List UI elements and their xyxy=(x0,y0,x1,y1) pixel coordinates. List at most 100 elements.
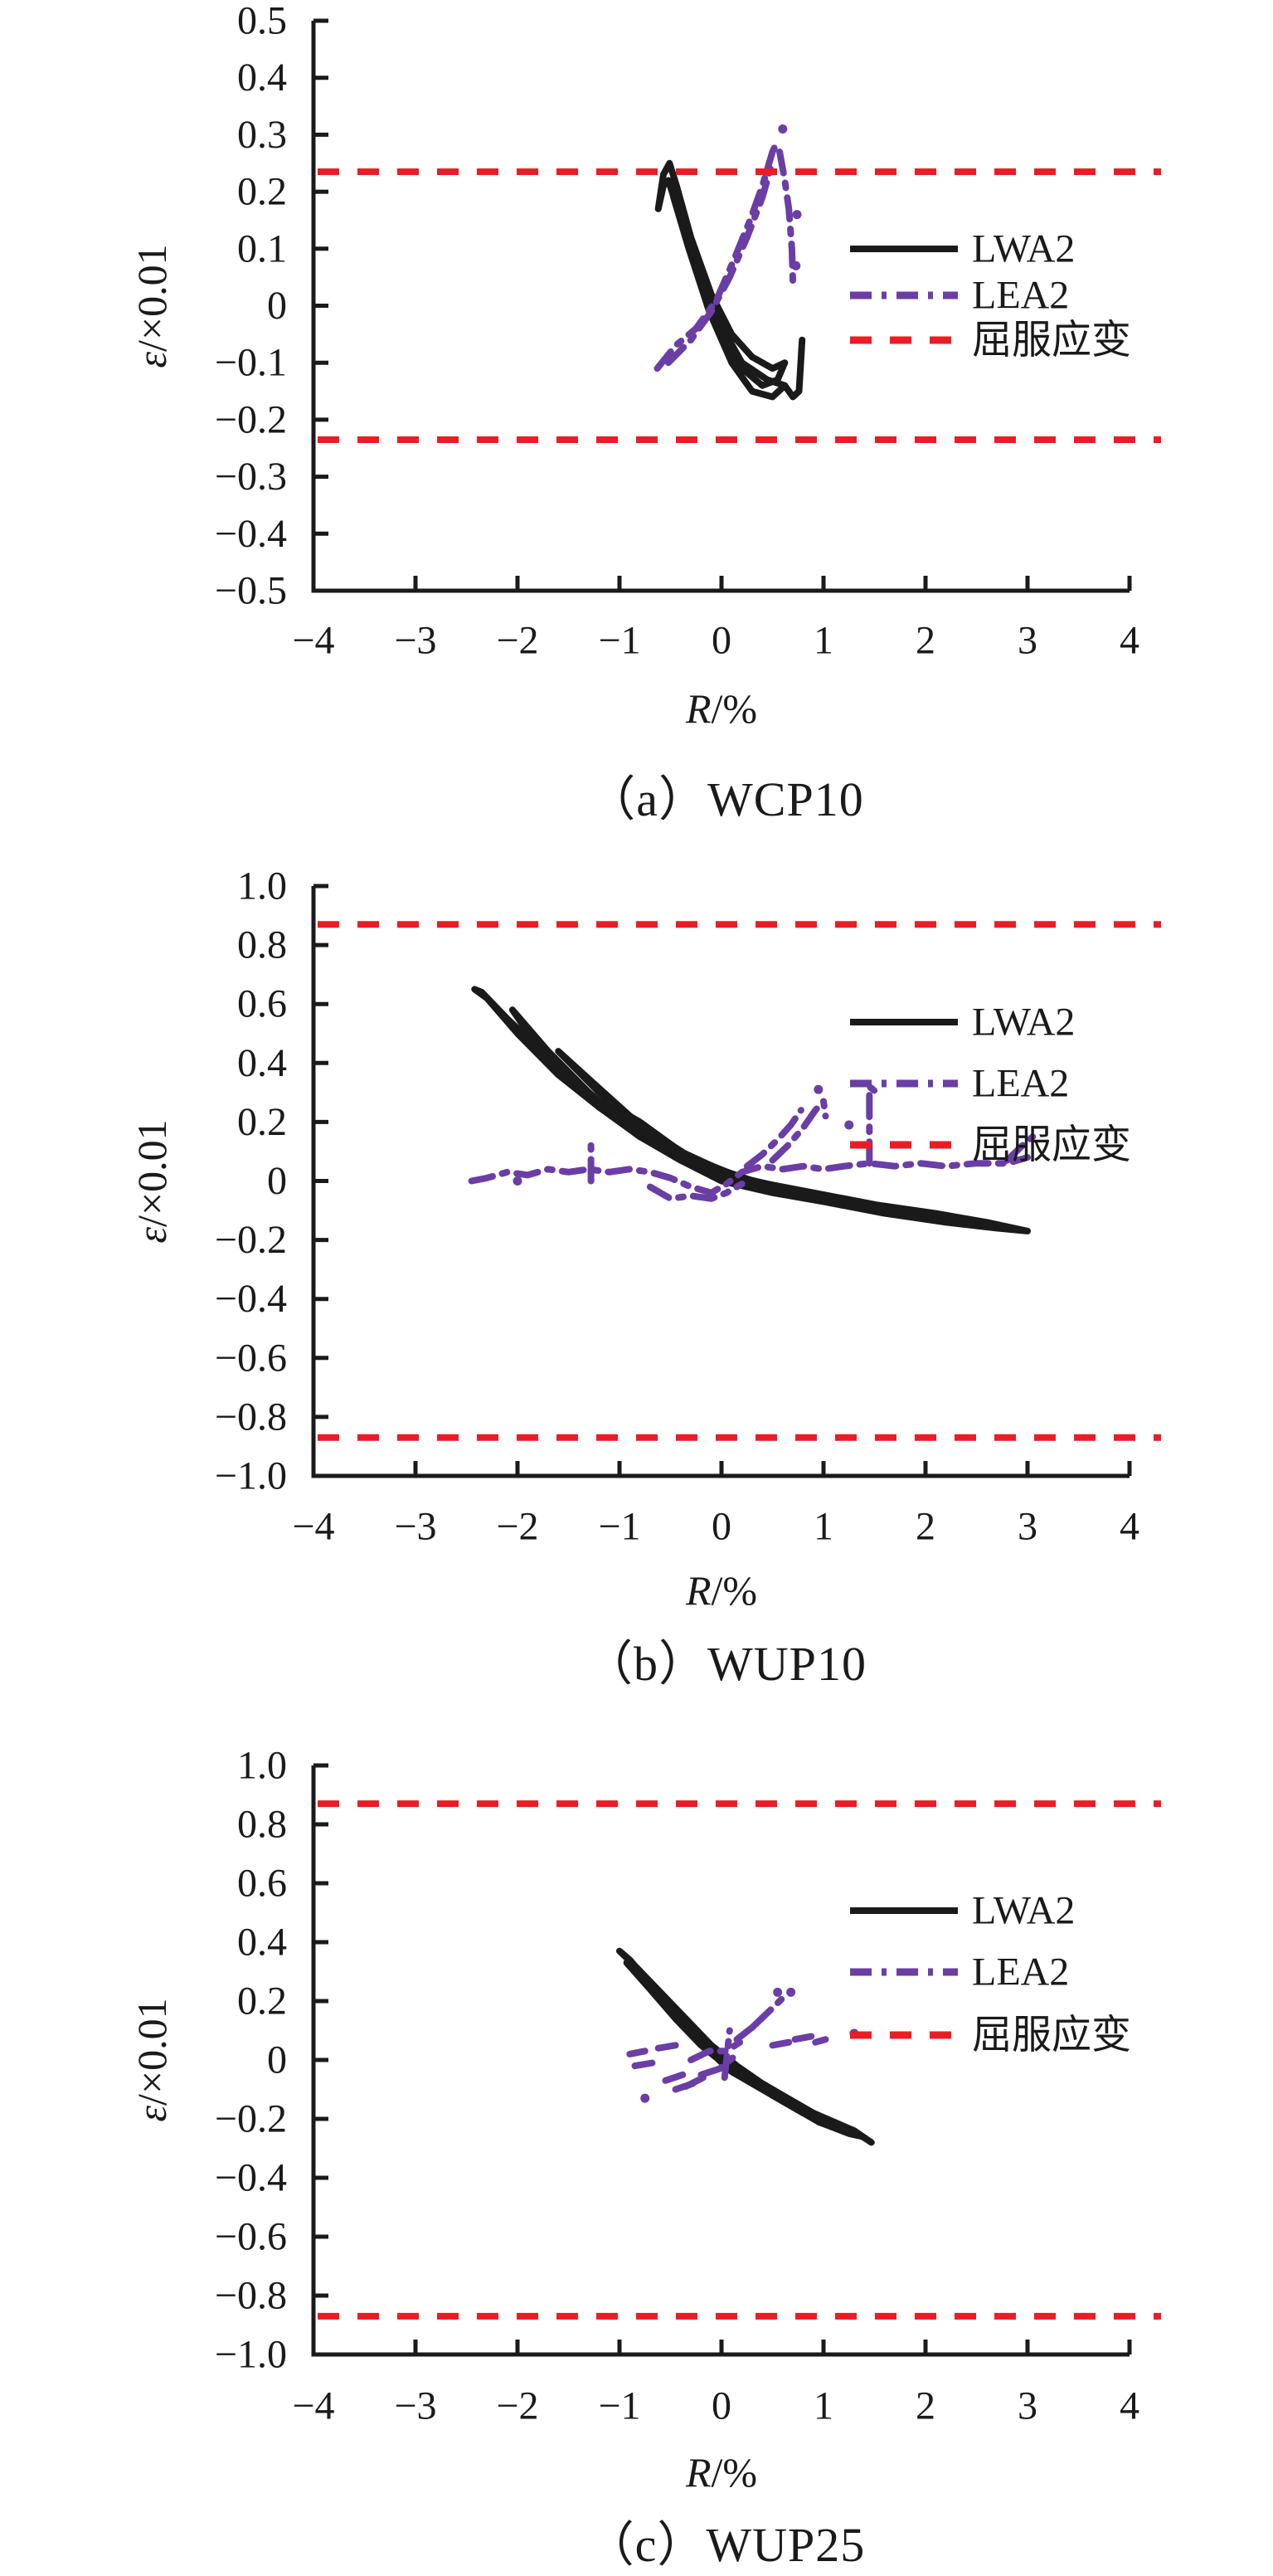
ylabel-epsilon: ε xyxy=(129,351,175,368)
series-dot xyxy=(791,261,801,270)
y-tick-label: −0.6 xyxy=(215,2215,287,2259)
x-axis-label-b: R/% xyxy=(686,1566,757,1614)
y-tick-label: −0.2 xyxy=(215,1218,287,1262)
x-axis-label-c: R/% xyxy=(686,2448,757,2496)
y-tick-label: −0.4 xyxy=(215,512,287,556)
x-tick-label: −2 xyxy=(496,2384,538,2428)
y-tick-label: 0.4 xyxy=(237,1041,287,1085)
y-tick-label: 0.6 xyxy=(237,1862,287,1906)
x-tick-label: −3 xyxy=(394,619,436,663)
x-tick-label: −4 xyxy=(292,1505,334,1549)
ylabel-scale: /×0.01 xyxy=(129,244,175,352)
xlabel-r: R xyxy=(685,685,712,732)
y-axis-label-b: ε/×0.01 xyxy=(128,1119,176,1243)
x-tick-label: −3 xyxy=(394,2384,436,2428)
series-lea2 xyxy=(812,2036,829,2046)
x-tick-label: 4 xyxy=(1120,1505,1139,1549)
series-lwa2 xyxy=(508,1006,985,1226)
xlabel-r: R xyxy=(685,1567,712,1614)
y-axis-label-c: ε/×0.01 xyxy=(128,1998,176,2121)
x-tick-label: 0 xyxy=(712,2384,731,2428)
legend-label: 屈服应变 xyxy=(972,1123,1131,1167)
x-axis-label-a: R/% xyxy=(686,684,757,733)
y-tick-label: 0.8 xyxy=(237,1803,287,1847)
x-tick-label: −4 xyxy=(292,619,334,663)
y-tick-label: 0.1 xyxy=(237,226,287,270)
series-lea2 xyxy=(866,1083,880,1167)
series-dot xyxy=(513,1176,522,1186)
x-tick-label: 0 xyxy=(712,619,731,663)
subplot-caption-a: （a）WCP10 xyxy=(587,772,864,826)
series-lea2 xyxy=(791,2033,815,2043)
ylabel-epsilon: ε xyxy=(129,2105,175,2122)
series-dot xyxy=(640,2093,650,2103)
series-lea2 xyxy=(769,1098,829,1164)
y-tick-label: 0 xyxy=(267,2038,287,2082)
series-lea2 xyxy=(662,2071,687,2084)
y-tick-label: 0.2 xyxy=(237,170,287,214)
y-tick-label: −0.1 xyxy=(215,341,287,385)
y-tick-label: 1.0 xyxy=(237,1744,287,1788)
series-lea2 xyxy=(743,1107,804,1170)
x-tick-label: −2 xyxy=(496,619,538,663)
y-tick-label: −0.8 xyxy=(215,2274,287,2318)
y-tick-label: 0.3 xyxy=(237,113,287,157)
y-tick-label: −0.8 xyxy=(215,1395,287,1439)
xlabel-r: R xyxy=(685,2449,712,2496)
y-tick-label: 0.2 xyxy=(237,1100,287,1144)
y-tick-label: 0.5 xyxy=(237,0,287,43)
series-lea2 xyxy=(1003,1133,1037,1164)
x-tick-label: 4 xyxy=(1120,2384,1139,2428)
x-tick-label: 1 xyxy=(814,1505,833,1549)
series-lea2 xyxy=(751,1994,786,2028)
y-tick-label: 0.6 xyxy=(237,982,287,1026)
y-tick-label: 0 xyxy=(267,284,287,328)
y-tick-label: −0.5 xyxy=(215,569,287,613)
series-dot xyxy=(792,210,802,220)
series-lea2 xyxy=(626,2048,649,2057)
x-tick-label: 1 xyxy=(814,619,833,663)
legend-label: 屈服应变 xyxy=(972,2014,1131,2057)
y-tick-label: 1.0 xyxy=(237,864,287,908)
y-tick-label: −0.2 xyxy=(215,2097,287,2141)
series-lea2 xyxy=(688,2038,744,2063)
series-lea2 xyxy=(631,2059,656,2070)
series-dot xyxy=(814,1084,824,1094)
legend-label: LWA2 xyxy=(972,1001,1075,1045)
y-axis-label-a: ε/×0.01 xyxy=(128,244,176,368)
series-lea2 xyxy=(468,1154,1031,1196)
x-tick-label: −1 xyxy=(598,2384,640,2428)
series-lwa2 xyxy=(781,336,806,401)
series-lea2 xyxy=(721,2027,733,2082)
x-tick-label: 2 xyxy=(916,619,935,663)
x-tick-label: −1 xyxy=(598,619,640,663)
series-lea2 xyxy=(654,137,781,373)
ylabel-scale: /×0.01 xyxy=(129,1119,175,1227)
x-tick-label: 3 xyxy=(1018,2384,1037,2428)
legend-label: LEA2 xyxy=(972,1950,1069,1994)
xlabel-unit: /% xyxy=(711,685,758,732)
series-lea2 xyxy=(683,2074,707,2090)
series-dot xyxy=(778,124,788,134)
series-lwa2 xyxy=(471,986,1031,1234)
x-tick-label: 2 xyxy=(916,1505,935,1549)
ylabel-epsilon: ε xyxy=(129,1226,175,1244)
series-lwa2 xyxy=(616,1107,817,1200)
ylabel-scale: /×0.01 xyxy=(129,1998,175,2106)
legend-label: 屈服应变 xyxy=(972,319,1131,363)
y-tick-label: −1.0 xyxy=(215,1454,287,1498)
x-tick-label: 2 xyxy=(916,2384,935,2428)
series-lea2 xyxy=(769,2038,793,2049)
series-lwa2 xyxy=(623,1959,807,2116)
y-tick-label: −0.4 xyxy=(215,2156,287,2200)
y-tick-label: 0.4 xyxy=(237,56,287,100)
x-tick-label: 1 xyxy=(814,2384,833,2428)
series-dot xyxy=(773,1987,783,1997)
series-dot xyxy=(844,1120,854,1130)
y-tick-label: −1.0 xyxy=(215,2333,287,2377)
series-dot xyxy=(786,1987,796,1997)
legend-label: LEA2 xyxy=(972,1062,1069,1106)
subplot-caption-b: （b）WUP10 xyxy=(585,1637,867,1691)
